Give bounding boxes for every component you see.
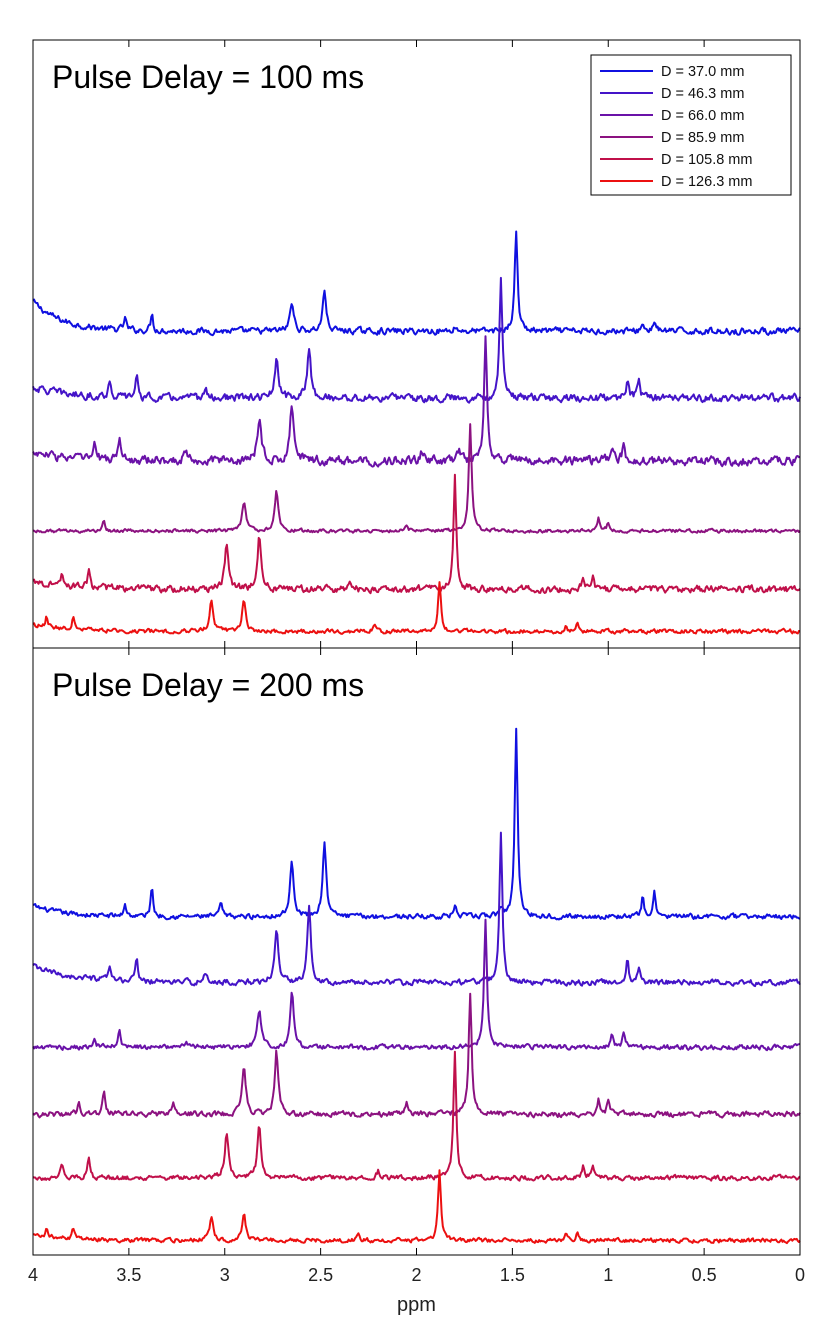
spectrum-line-2-4	[32, 992, 801, 1119]
spectrum-line-1-1	[32, 230, 801, 337]
legend-label-1: D = 37.0 mm	[661, 64, 744, 80]
spectrum-line-1-2	[32, 276, 801, 404]
x-tick-label-7: 0.5	[692, 1265, 717, 1285]
spectrum-line-1-6	[32, 581, 800, 635]
x-axis-label: ppm	[397, 1294, 436, 1316]
x-tick-label-2: 3	[220, 1265, 230, 1285]
spectrum-line-2-6	[32, 1169, 801, 1245]
x-tick-label-3: 2.5	[308, 1265, 333, 1285]
x-tick-label-8: 0	[795, 1265, 805, 1285]
x-tick-label-5: 1.5	[500, 1265, 525, 1285]
legend-label-2: D = 46.3 mm	[661, 86, 744, 102]
x-tick-label-4: 2	[411, 1265, 421, 1285]
x-tick-label-0: 4	[28, 1265, 38, 1285]
x-tick-label-6: 1	[603, 1265, 613, 1285]
panel-title-1: Pulse Delay = 100 ms	[52, 59, 364, 95]
legend-label-4: D = 85.9 mm	[661, 130, 744, 146]
legend-label-6: D = 126.3 mm	[661, 174, 752, 190]
spectrum-line-1-5	[32, 473, 801, 595]
legend-label-5: D = 105.8 mm	[661, 152, 752, 168]
panel-frame-2	[32, 647, 801, 1256]
spectrum-line-2-5	[32, 1050, 801, 1182]
x-tick-label-1: 3.5	[116, 1265, 141, 1285]
legend-label-3: D = 66.0 mm	[661, 108, 744, 124]
spectrum-line-1-3	[32, 335, 801, 468]
panel-title-2: Pulse Delay = 200 ms	[52, 667, 364, 703]
spectrum-line-1-4	[32, 423, 801, 534]
legend-box	[590, 54, 792, 196]
spectrum-line-2-1	[32, 727, 801, 921]
spectrum-line-2-2	[32, 831, 801, 988]
spectrum-line-2-3	[32, 918, 801, 1052]
